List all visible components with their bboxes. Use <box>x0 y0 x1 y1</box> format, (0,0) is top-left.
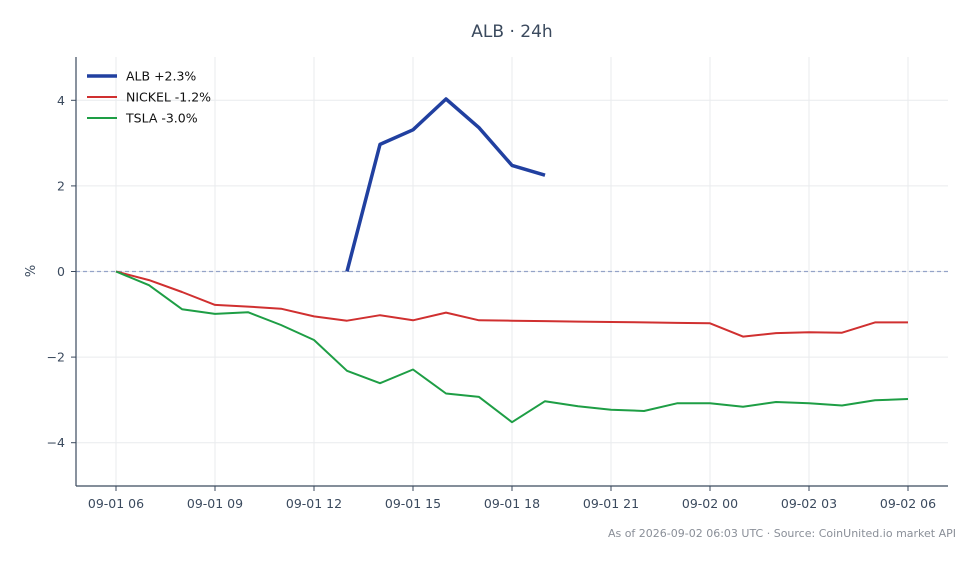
y-tick-label: 0 <box>57 264 65 279</box>
x-tick-label: 09-01 06 <box>88 496 144 511</box>
y-tick-label: −2 <box>47 350 65 365</box>
x-tick-label: 09-01 18 <box>484 496 540 511</box>
x-tick-label: 09-01 21 <box>583 496 639 511</box>
source-footer: As of 2026-09-02 06:03 UTC · Source: Coi… <box>608 527 956 540</box>
axes <box>71 57 948 491</box>
series-line-alb <box>345 97 546 272</box>
x-tick-label: 09-01 12 <box>286 496 342 511</box>
y-axis-label: % <box>24 265 39 277</box>
series-line-nickel <box>115 270 908 338</box>
legend-label-nickel: NICKEL -1.2% <box>126 90 211 105</box>
legend-label-alb: ALB +2.3% <box>126 69 196 84</box>
x-tick-label: 09-02 00 <box>682 496 738 511</box>
tick-labels: 09-01 06 09-01 09 09-01 12 09-01 15 09-01 18… <box>47 93 937 511</box>
chart-title: ALB · 24h <box>471 22 552 42</box>
legend: ALB +2.3% NICKEL -1.2% TSLA -3.0% <box>87 69 211 126</box>
series-line-tsla <box>115 270 909 424</box>
y-tick-label: 4 <box>57 93 65 108</box>
series-lines <box>115 97 909 424</box>
x-tick-label: 09-02 06 <box>880 496 936 511</box>
x-tick-label: 09-02 03 <box>781 496 837 511</box>
y-tick-label: 2 <box>57 178 65 193</box>
x-tick-label: 09-01 09 <box>187 496 243 511</box>
x-tick-label: 09-01 15 <box>385 496 441 511</box>
y-tick-label: −4 <box>47 435 65 450</box>
legend-label-tsla: TSLA -3.0% <box>125 111 198 126</box>
